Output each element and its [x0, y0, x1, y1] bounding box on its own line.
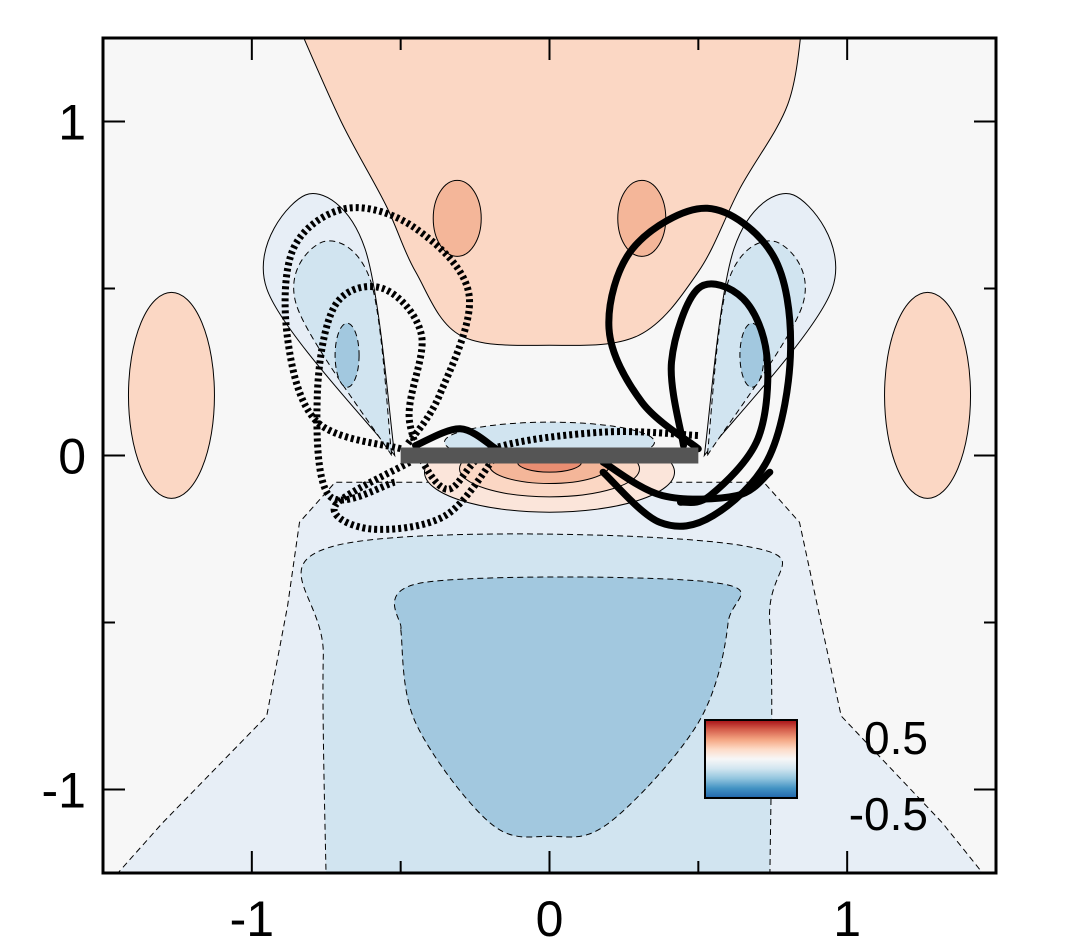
flat-plate: [400, 447, 699, 464]
contour-positive-top: [303, 38, 801, 346]
y-tick-label-2: -1: [42, 763, 86, 819]
colorbar: 0.5 -0.5: [704, 712, 928, 840]
contour-positive-spot-1: [617, 179, 667, 257]
contour-positive-spot-0: [432, 179, 482, 257]
x-tick-label-2: 1: [833, 891, 861, 947]
trajectory-2: [330, 453, 499, 533]
colorbar-gradient: [704, 719, 798, 799]
axis-ticks: [102, 38, 997, 873]
colorbar-min-label: -0.5: [849, 788, 928, 840]
trajectory-4: [667, 280, 772, 506]
trajectory-5: [412, 425, 500, 453]
contour-side-vortex-0: [334, 322, 360, 388]
x-axis-tick-labels: -1 0 1: [230, 891, 861, 947]
x-tick-label-0: -1: [230, 891, 274, 947]
y-tick-label-1: 0: [58, 429, 86, 485]
colorbar-max-label: 0.5: [864, 712, 928, 764]
contour-negative-core: [393, 576, 742, 838]
trajectory-1: [313, 283, 699, 504]
trajectory-0: [281, 204, 474, 453]
contour-positive-side-1: [884, 291, 972, 499]
trajectories: [281, 204, 795, 533]
plot-area: [103, 38, 996, 873]
trajectory-3: [599, 204, 795, 530]
y-axis-tick-labels: 1 0 -1: [42, 95, 86, 819]
y-tick-label-0: 1: [58, 95, 86, 151]
contour-positive-side-0: [127, 291, 215, 499]
x-tick-label-1: 0: [536, 891, 564, 947]
trajectory-6: [599, 458, 774, 503]
